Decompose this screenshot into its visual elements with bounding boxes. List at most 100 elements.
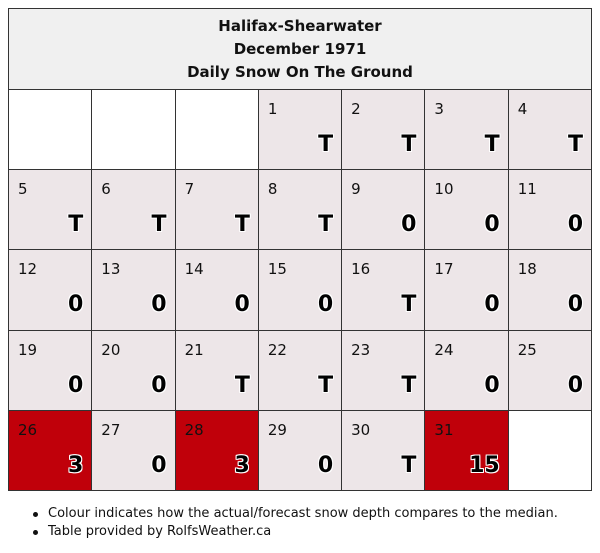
snow-depth-value: T — [401, 452, 417, 478]
empty-cell — [174, 89, 259, 171]
day-number: 15 — [267, 260, 287, 279]
snow-depth-value: 0 — [567, 372, 583, 398]
note-item: Table provided by RolfsWeather.ca — [33, 523, 558, 541]
snow-depth-value: 15 — [469, 452, 500, 478]
calendar-table: Halifax-Shearwater December 1971 Daily S… — [7, 7, 593, 492]
snow-depth-value: 0 — [484, 212, 500, 238]
day-cell: 26 3 — [7, 409, 93, 492]
snow-depth-value: T — [318, 372, 334, 398]
day-number: 10 — [434, 180, 454, 199]
day-number: 2 — [351, 100, 361, 119]
empty-cell — [7, 89, 93, 171]
day-number: 30 — [351, 420, 371, 439]
day-number: 19 — [18, 340, 38, 359]
snow-depth-value: T — [234, 212, 250, 238]
day-cell: 21 T — [174, 329, 259, 411]
day-number: 4 — [517, 100, 528, 119]
day-number: 6 — [101, 180, 111, 199]
snow-depth-value: 0 — [567, 292, 583, 318]
day-number: 28 — [184, 420, 204, 439]
day-cell: 23 T — [341, 329, 426, 411]
station-name: Halifax-Shearwater — [218, 16, 382, 35]
day-cell: 15 0 — [257, 249, 343, 331]
bullet-icon — [33, 512, 38, 517]
day-cell: 19 0 — [7, 329, 93, 411]
calendar-body: 1 T 2 T 3 T 4 T 5 T 6 T 7 T 8 T 9 0 10 0 11 0 12 0 13 0 14 0 15 0 16 T 1… — [7, 89, 593, 492]
note-text: Colour indicates how the actual/forecast… — [48, 506, 558, 521]
day-cell: 16 T — [341, 249, 426, 331]
day-number: 25 — [517, 340, 537, 359]
day-number: 31 — [434, 420, 454, 439]
day-number: 17 — [434, 260, 454, 279]
snow-depth-value: 0 — [317, 292, 334, 318]
snow-depth-value: T — [68, 212, 84, 238]
bullet-icon — [33, 530, 38, 535]
notes-list: Colour indicates how the actual/forecast… — [33, 505, 558, 541]
day-cell: 29 0 — [257, 409, 343, 492]
day-cell: 12 0 — [7, 249, 93, 331]
day-number: 22 — [267, 340, 287, 359]
day-cell: 13 0 — [91, 249, 176, 331]
snow-depth-value: 0 — [67, 372, 84, 398]
snow-depth-value: T — [484, 132, 500, 158]
empty-cell — [91, 89, 176, 171]
snow-depth-value: 0 — [67, 292, 84, 318]
day-cell: 10 0 — [424, 169, 509, 251]
day-number: 18 — [517, 260, 537, 279]
snow-depth-value: 3 — [67, 452, 84, 478]
day-cell: 28 3 — [174, 409, 259, 492]
snow-depth-value: 0 — [151, 372, 167, 398]
day-number: 7 — [184, 180, 195, 199]
day-cell: 24 0 — [424, 329, 509, 411]
day-cell: 22 T — [257, 329, 343, 411]
snow-depth-value: 0 — [484, 372, 500, 398]
day-cell: 14 0 — [174, 249, 259, 331]
snow-depth-value: 0 — [401, 212, 417, 238]
day-cell: 18 0 — [507, 249, 593, 331]
note-item: Colour indicates how the actual/forecast… — [33, 505, 558, 523]
snow-depth-value: T — [318, 212, 334, 238]
day-cell: 27 0 — [91, 409, 176, 492]
day-cell: 31 15 — [424, 409, 509, 492]
day-number: 16 — [351, 260, 371, 279]
day-number: 21 — [184, 340, 204, 359]
day-cell: 30 T — [341, 409, 426, 492]
day-number: 20 — [101, 340, 121, 359]
day-number: 11 — [517, 180, 537, 199]
day-number: 24 — [434, 340, 454, 359]
day-number: 1 — [267, 100, 278, 119]
month-label: December 1971 — [233, 39, 367, 58]
snow-depth-value: 0 — [317, 452, 334, 478]
snow-depth-value: 0 — [234, 292, 250, 318]
calendar-header: Halifax-Shearwater December 1971 Daily S… — [8, 7, 592, 91]
note-text: Table provided by RolfsWeather.ca — [48, 524, 272, 539]
day-number: 5 — [18, 180, 28, 199]
empty-cell — [507, 409, 593, 492]
snow-depth-value: T — [401, 132, 417, 158]
snow-depth-value: 3 — [234, 452, 250, 478]
day-cell: 25 0 — [507, 329, 593, 411]
day-number: 3 — [434, 100, 444, 119]
week-row: 26 3 27 0 28 3 29 0 30 T 31 15 — [7, 409, 593, 492]
day-number: 27 — [101, 420, 121, 439]
week-row: 19 0 20 0 21 T 22 T 23 T 24 0 25 0 — [7, 329, 593, 411]
snow-depth-value: T — [151, 212, 167, 238]
snow-depth-value: 0 — [567, 212, 583, 238]
day-number: 12 — [18, 260, 38, 279]
snow-depth-value: T — [401, 372, 417, 398]
day-cell: 17 0 — [424, 249, 509, 331]
day-number: 13 — [101, 260, 121, 279]
table-subtitle: Daily Snow On The Ground — [187, 62, 413, 81]
snow-depth-value: T — [401, 292, 417, 318]
day-number: 29 — [267, 420, 287, 439]
day-number: 8 — [267, 180, 278, 199]
snow-depth-value: 0 — [484, 292, 500, 318]
